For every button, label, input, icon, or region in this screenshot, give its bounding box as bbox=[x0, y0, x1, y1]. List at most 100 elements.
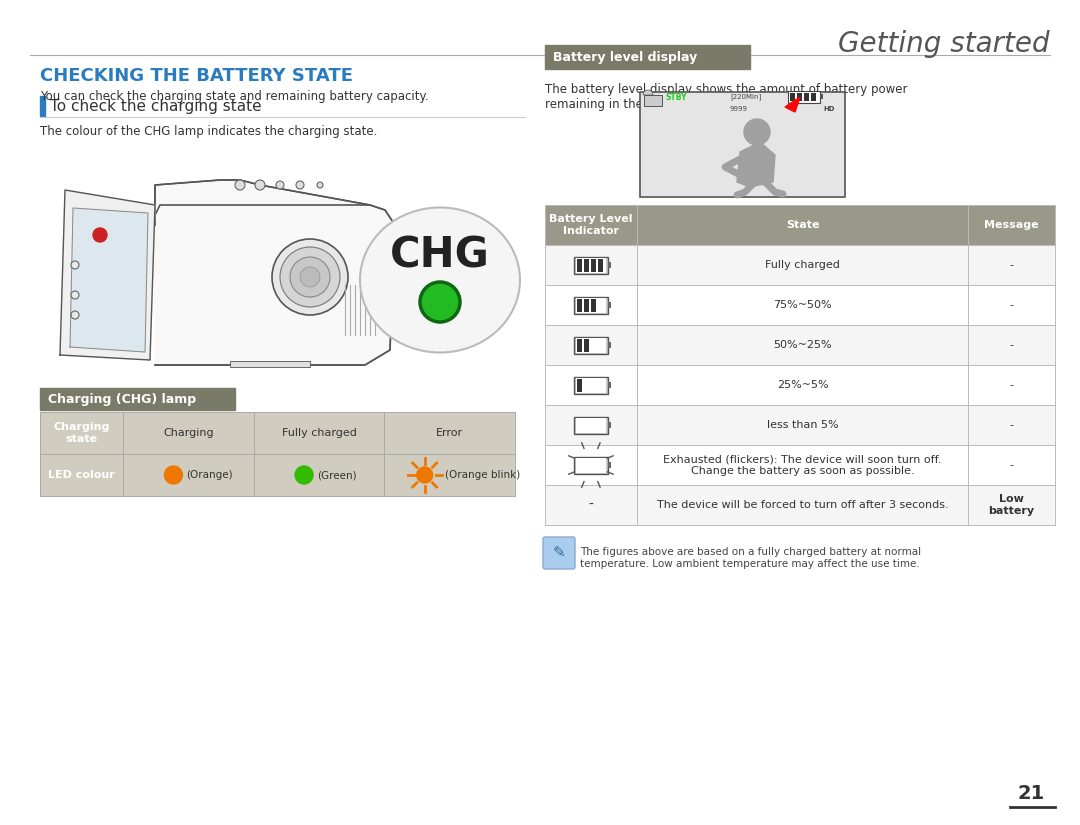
Text: The figures above are based on a fully charged battery at normal
temperature. Lo: The figures above are based on a fully c… bbox=[580, 547, 921, 568]
Text: The device will be forced to turn off after 3 seconds.: The device will be forced to turn off af… bbox=[657, 500, 948, 510]
Text: Charging: Charging bbox=[163, 428, 214, 438]
Bar bbox=[545, 485, 1055, 525]
Bar bbox=[545, 205, 1055, 245]
Bar bbox=[40, 412, 515, 454]
Text: STBY: STBY bbox=[666, 92, 688, 101]
Bar bbox=[230, 361, 310, 367]
Bar bbox=[584, 299, 590, 312]
Text: -: - bbox=[1010, 380, 1014, 390]
Bar bbox=[545, 445, 1055, 485]
Bar bbox=[577, 258, 582, 271]
Text: Charging
state: Charging state bbox=[53, 422, 110, 444]
Bar bbox=[576, 458, 606, 473]
Circle shape bbox=[300, 267, 320, 287]
Text: -: - bbox=[1010, 300, 1014, 310]
Circle shape bbox=[318, 182, 323, 188]
Bar bbox=[608, 302, 611, 308]
Bar bbox=[577, 338, 582, 351]
Polygon shape bbox=[737, 142, 775, 187]
Bar bbox=[608, 462, 611, 468]
Text: Low
battery: Low battery bbox=[988, 494, 1035, 516]
Bar bbox=[545, 405, 1055, 445]
Ellipse shape bbox=[360, 208, 519, 352]
Bar bbox=[577, 379, 582, 392]
Circle shape bbox=[276, 181, 284, 189]
Bar bbox=[573, 296, 608, 314]
Text: [220Min]: [220Min] bbox=[730, 93, 761, 101]
Text: Battery level display: Battery level display bbox=[553, 50, 698, 64]
Text: LED colour: LED colour bbox=[49, 470, 114, 480]
Text: 21: 21 bbox=[1017, 784, 1045, 803]
Text: CHECKING THE BATTERY STATE: CHECKING THE BATTERY STATE bbox=[40, 67, 353, 85]
Bar bbox=[608, 262, 611, 268]
Bar bbox=[598, 258, 604, 271]
Bar bbox=[573, 417, 608, 433]
Text: Exhausted (flickers): The device will soon turn off.
Change the battery as soon : Exhausted (flickers): The device will so… bbox=[663, 455, 942, 476]
Wedge shape bbox=[643, 90, 653, 95]
Text: 25%~5%: 25%~5% bbox=[777, 380, 828, 390]
Text: Message: Message bbox=[984, 220, 1039, 230]
Bar bbox=[545, 285, 1055, 325]
Text: -: - bbox=[1010, 260, 1014, 270]
Text: -: - bbox=[589, 498, 593, 512]
Text: To check the charging state: To check the charging state bbox=[50, 98, 261, 114]
Bar bbox=[797, 93, 802, 101]
Text: State: State bbox=[786, 220, 820, 230]
FancyBboxPatch shape bbox=[543, 537, 575, 569]
Circle shape bbox=[744, 119, 770, 145]
Bar bbox=[584, 258, 590, 271]
Polygon shape bbox=[785, 97, 800, 112]
Bar bbox=[40, 96, 45, 116]
Text: Error: Error bbox=[436, 428, 463, 438]
Circle shape bbox=[296, 181, 303, 189]
Bar bbox=[40, 454, 515, 496]
Bar bbox=[591, 258, 596, 271]
Circle shape bbox=[71, 291, 79, 299]
Bar bbox=[584, 338, 590, 351]
Text: 9999: 9999 bbox=[730, 106, 748, 112]
Bar bbox=[804, 93, 809, 101]
Text: Getting started: Getting started bbox=[838, 30, 1050, 58]
Circle shape bbox=[280, 247, 340, 307]
Circle shape bbox=[420, 282, 460, 322]
Circle shape bbox=[272, 239, 348, 315]
Bar bbox=[576, 298, 606, 313]
Bar bbox=[608, 382, 611, 388]
Text: CHG: CHG bbox=[390, 234, 490, 276]
Circle shape bbox=[255, 180, 265, 190]
Circle shape bbox=[295, 466, 313, 484]
Text: Fully charged: Fully charged bbox=[282, 428, 356, 438]
Circle shape bbox=[164, 466, 183, 484]
Polygon shape bbox=[70, 208, 148, 352]
Circle shape bbox=[417, 467, 433, 483]
Bar bbox=[576, 417, 606, 432]
Text: Fully charged: Fully charged bbox=[765, 260, 840, 270]
Text: 50%~25%: 50%~25% bbox=[773, 340, 832, 350]
Text: (Orange): (Orange) bbox=[187, 470, 233, 480]
Bar bbox=[576, 257, 606, 272]
Polygon shape bbox=[156, 180, 395, 365]
Bar bbox=[573, 257, 608, 274]
Bar bbox=[573, 456, 608, 474]
Text: The colour of the CHG lamp indicates the charging state.: The colour of the CHG lamp indicates the… bbox=[40, 125, 377, 138]
Bar bbox=[545, 325, 1055, 365]
Bar bbox=[545, 365, 1055, 405]
Bar bbox=[608, 342, 611, 348]
Bar bbox=[608, 422, 611, 428]
Text: -: - bbox=[1010, 340, 1014, 350]
Text: Charging (CHG) lamp: Charging (CHG) lamp bbox=[48, 393, 197, 406]
Bar bbox=[576, 337, 606, 352]
Text: (Orange blink): (Orange blink) bbox=[445, 470, 519, 480]
Circle shape bbox=[71, 261, 79, 269]
Bar bbox=[789, 93, 795, 101]
Circle shape bbox=[93, 228, 107, 242]
Text: The battery level display shows the amount of battery power
remaining in the bat: The battery level display shows the amou… bbox=[545, 83, 907, 111]
Bar bbox=[644, 95, 662, 106]
Bar bbox=[788, 91, 820, 103]
Bar bbox=[820, 94, 823, 99]
Polygon shape bbox=[60, 190, 156, 360]
Circle shape bbox=[291, 257, 330, 297]
Bar bbox=[576, 378, 606, 393]
Bar bbox=[573, 376, 608, 394]
Bar bbox=[577, 299, 582, 312]
